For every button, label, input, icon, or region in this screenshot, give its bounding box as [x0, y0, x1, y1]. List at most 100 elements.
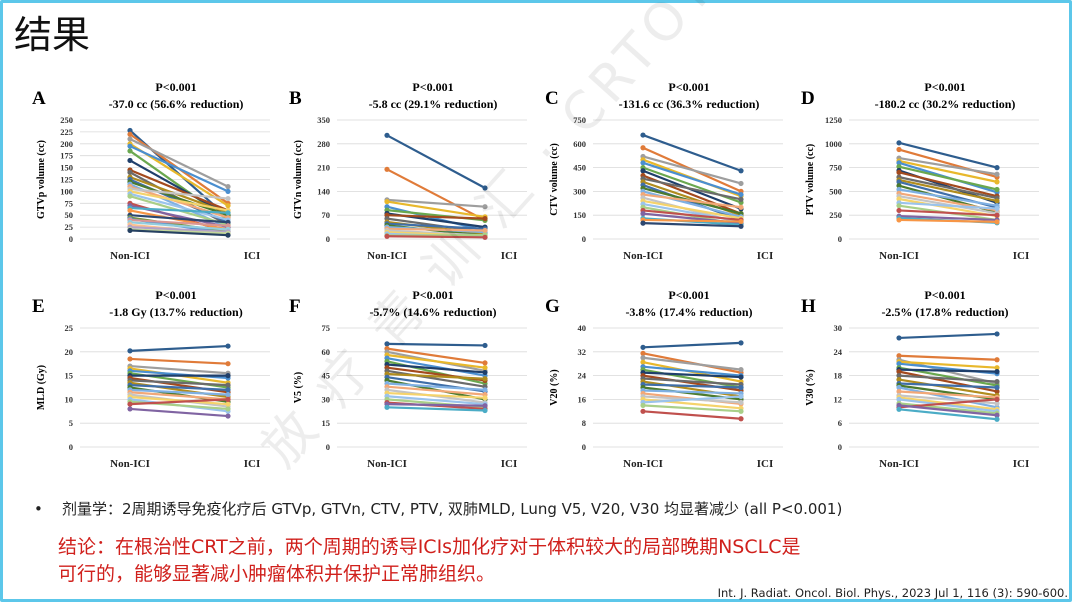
series-line: [129, 344, 229, 352]
data-point-non-ici: [896, 373, 902, 379]
series-line: [898, 378, 998, 397]
citation: Int. J. Radiat. Oncol. Biol. Phys., 2023…: [717, 586, 1068, 600]
series-line: [129, 357, 229, 365]
chart-panel-a: A P<0.001 -37.0 cc (56.6% reduction) 0 25 50 7…: [32, 80, 270, 262]
y-tick-label: 15: [65, 371, 74, 381]
series-line: [898, 394, 998, 405]
y-tick-label: 15: [322, 418, 331, 428]
series-line: [386, 134, 486, 189]
y-tick-label: 30: [322, 394, 331, 404]
data-point-ici: [225, 184, 231, 190]
y-tick-label: 12: [834, 394, 843, 404]
data-point-non-ici: [127, 401, 133, 407]
series-line: [898, 165, 998, 191]
series-line: [898, 360, 998, 369]
data-point-ici: [225, 382, 231, 388]
y-tick-label: 18: [834, 371, 843, 381]
data-point-non-ici: [127, 356, 133, 362]
data-point-non-ici: [896, 353, 902, 359]
data-point-ici: [994, 179, 1000, 185]
data-point-non-ici: [896, 186, 902, 193]
series-line: [129, 192, 229, 222]
series-line: [386, 198, 486, 208]
conclusion-line-2: 可行的，能够显著减小肿瘤体积并保护正常肺组织。: [58, 563, 496, 585]
data-point-non-ici: [127, 227, 133, 234]
y-tick-label: 500: [829, 186, 842, 196]
panel-label: C: [545, 88, 559, 109]
y-tick-label: 75: [322, 323, 331, 333]
series-line: [386, 222, 486, 230]
data-point-ici: [225, 396, 231, 402]
y-tick-label: 30: [834, 323, 843, 333]
series-line: [386, 369, 486, 388]
series-line: [642, 218, 742, 223]
y-tick-label: 75: [65, 198, 74, 208]
data-point-non-ici: [896, 164, 902, 170]
series-line: [642, 193, 742, 209]
x-category-label: Non-ICI: [367, 250, 407, 262]
data-point-non-ici: [640, 355, 646, 361]
data-point-ici: [482, 227, 488, 234]
series-line: [642, 209, 742, 222]
data-point-ici: [482, 360, 488, 366]
data-point-non-ici: [896, 406, 902, 412]
panel-label: H: [801, 296, 816, 317]
x-category-label: ICI: [244, 250, 261, 262]
data-point-non-ici: [896, 217, 902, 223]
data-point-ici: [738, 393, 744, 400]
data-point-ici: [994, 412, 1000, 418]
x-category-label: Non-ICI: [367, 458, 407, 470]
series-line: [386, 403, 486, 407]
change-label: -5.7% (14.6% reduction): [369, 305, 496, 319]
panel-label: A: [32, 88, 46, 109]
x-category-label: ICI: [757, 458, 774, 470]
data-point-non-ici: [127, 136, 133, 142]
panel-label: B: [289, 88, 302, 109]
series-line: [898, 159, 998, 183]
series-line: [898, 218, 998, 223]
data-point-non-ici: [384, 341, 390, 347]
series-line: [386, 406, 486, 412]
series-line: [386, 347, 486, 364]
change-label: -131.6 cc (36.3% reduction): [619, 97, 760, 111]
data-point-ici: [994, 396, 1000, 402]
data-point-non-ici: [640, 408, 646, 414]
y-axis-label: GTVn volume (cc): [293, 140, 304, 219]
y-tick-label: 150: [573, 210, 586, 220]
series-line: [386, 205, 486, 232]
slide-title: 结果: [14, 13, 91, 57]
series-line: [898, 156, 998, 176]
data-point-ici: [482, 407, 488, 414]
series-line: [386, 372, 486, 380]
data-point-ici: [225, 406, 231, 412]
series-line: [642, 184, 742, 221]
x-category-label: Non-ICI: [110, 458, 150, 470]
series-line: [898, 197, 998, 218]
series-line: [129, 221, 229, 231]
chart-grid: AP<0.001-37.0 cc (56.6% reduction)025507…: [32, 80, 1039, 470]
series-line: [898, 404, 998, 417]
change-label: -2.5% (17.8% reduction): [881, 305, 1008, 319]
series-line: [386, 342, 486, 347]
data-point-non-ici: [896, 160, 902, 166]
series-line: [898, 215, 998, 222]
data-point-ici: [994, 378, 1000, 385]
series-line: [129, 384, 229, 391]
y-tick-label: 5: [69, 418, 73, 428]
series-line: [129, 229, 229, 237]
series-line: [129, 407, 229, 418]
data-point-ici: [994, 331, 1000, 337]
y-tick-label: 50: [65, 210, 74, 220]
series-line: [898, 201, 998, 210]
data-point-non-ici: [384, 166, 390, 172]
y-tick-label: 40: [578, 323, 587, 333]
series-line: [129, 150, 229, 221]
data-point-non-ici: [640, 211, 646, 217]
data-point-ici: [482, 204, 488, 210]
change-label: -180.2 cc (30.2% reduction): [875, 97, 1016, 111]
data-point-non-ici: [127, 169, 133, 175]
data-point-ici: [738, 218, 744, 225]
y-tick-label: 0: [326, 442, 330, 452]
data-point-ici: [482, 387, 488, 393]
